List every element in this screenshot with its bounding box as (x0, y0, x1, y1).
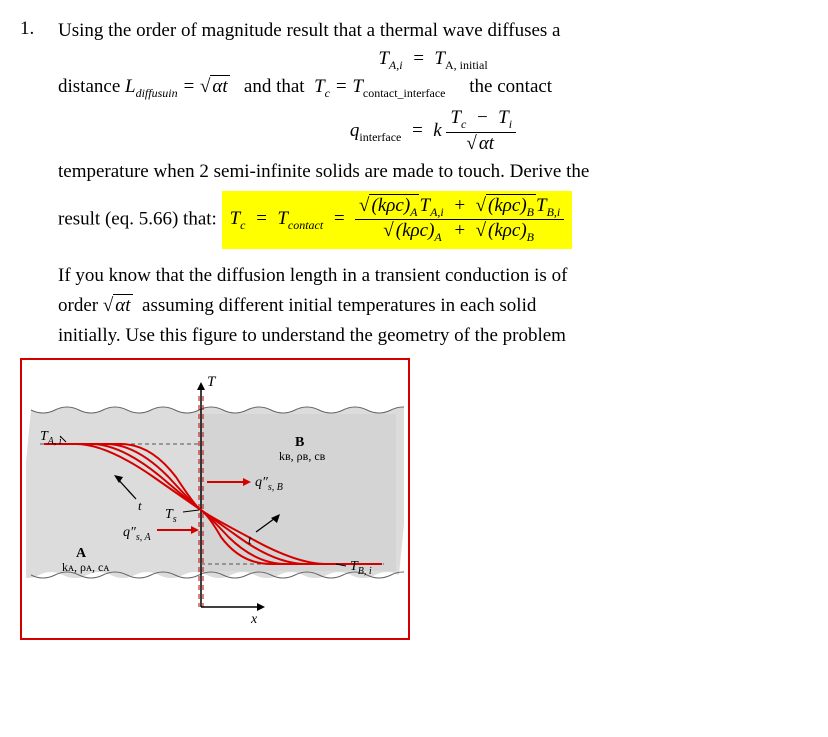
figure-svg: TxttTA, iTsTB, iq″s, Aq″s, BAkᴀ, ρᴀ, cᴀB… (26, 364, 404, 634)
sqrt-at-1: αt (200, 76, 230, 98)
word-distance: distance (58, 76, 120, 97)
problem: 1. Using the order of magnitude result t… (20, 18, 808, 640)
svg-text:B: B (295, 435, 304, 450)
svg-text:A: A (76, 546, 87, 561)
frac-q: Tc − Ti αt (446, 107, 516, 155)
sym-q: q (350, 120, 360, 141)
problem-number: 1. (20, 18, 58, 40)
para2c: initially. Use this figure to understand… (58, 323, 808, 349)
sub-interface: interface (359, 129, 401, 143)
svg-text:t: t (248, 532, 252, 547)
line-result: result (eq. 5.66) that: Tc = Tcontact = … (58, 191, 808, 250)
result-prefix: result (eq. 5.66) that: (58, 208, 217, 229)
svg-text:t: t (138, 498, 142, 513)
eq-qinterface: qinterface = k Tc − Ti αt (58, 107, 808, 155)
line-2: distance Ldiffusuin = αt and that Tc = T… (58, 76, 808, 101)
sym-T2: T (434, 48, 445, 69)
para2b: order αt assuming different initial temp… (58, 293, 808, 319)
sym-k: k (433, 120, 441, 141)
highlight-eq: Tc = Tcontact = (kρc)ATA,i + (kρc)BTB,i … (222, 191, 573, 250)
sym-Tcontact: T (352, 76, 363, 97)
sym-T: T (378, 48, 389, 69)
eq-tai: TA,i = TA, initial (58, 48, 808, 73)
problem-body: Using the order of magnitude result that… (58, 18, 808, 640)
sym-L: L (125, 76, 136, 97)
sub-c: c (325, 86, 330, 100)
frac-contact: (kρc)ATA,i + (kρc)BTB,i (kρc)A + (kρc)B (355, 195, 564, 246)
figure-frame: TxttTA, iTsTB, iq″s, Aq″s, BAkᴀ, ρᴀ, cᴀB… (20, 358, 410, 640)
svg-text:x: x (250, 612, 258, 627)
sqrt-at-2: αt (103, 293, 133, 319)
sub-ainitial: A, initial (445, 57, 488, 71)
word-andthat: and that (244, 76, 305, 97)
svg-text:T: T (207, 374, 217, 390)
sub-ai: A,i (389, 57, 403, 71)
line-temp: temperature when 2 semi-infinite solids … (58, 159, 808, 185)
svg-text:kʙ, ρʙ, cʙ: kʙ, ρʙ, cʙ (279, 449, 326, 463)
sub-diffusuin: diffusuin (136, 86, 178, 100)
sym-Tc: T (314, 76, 325, 97)
sub-contact-interface: contact_interface (363, 86, 446, 100)
word-thecontact: the contact (469, 76, 552, 97)
svg-text:kᴀ, ρᴀ, cᴀ: kᴀ, ρᴀ, cᴀ (62, 560, 110, 574)
para2a: If you know that the diffusion length in… (58, 263, 808, 289)
line-1: Using the order of magnitude result that… (58, 18, 808, 44)
